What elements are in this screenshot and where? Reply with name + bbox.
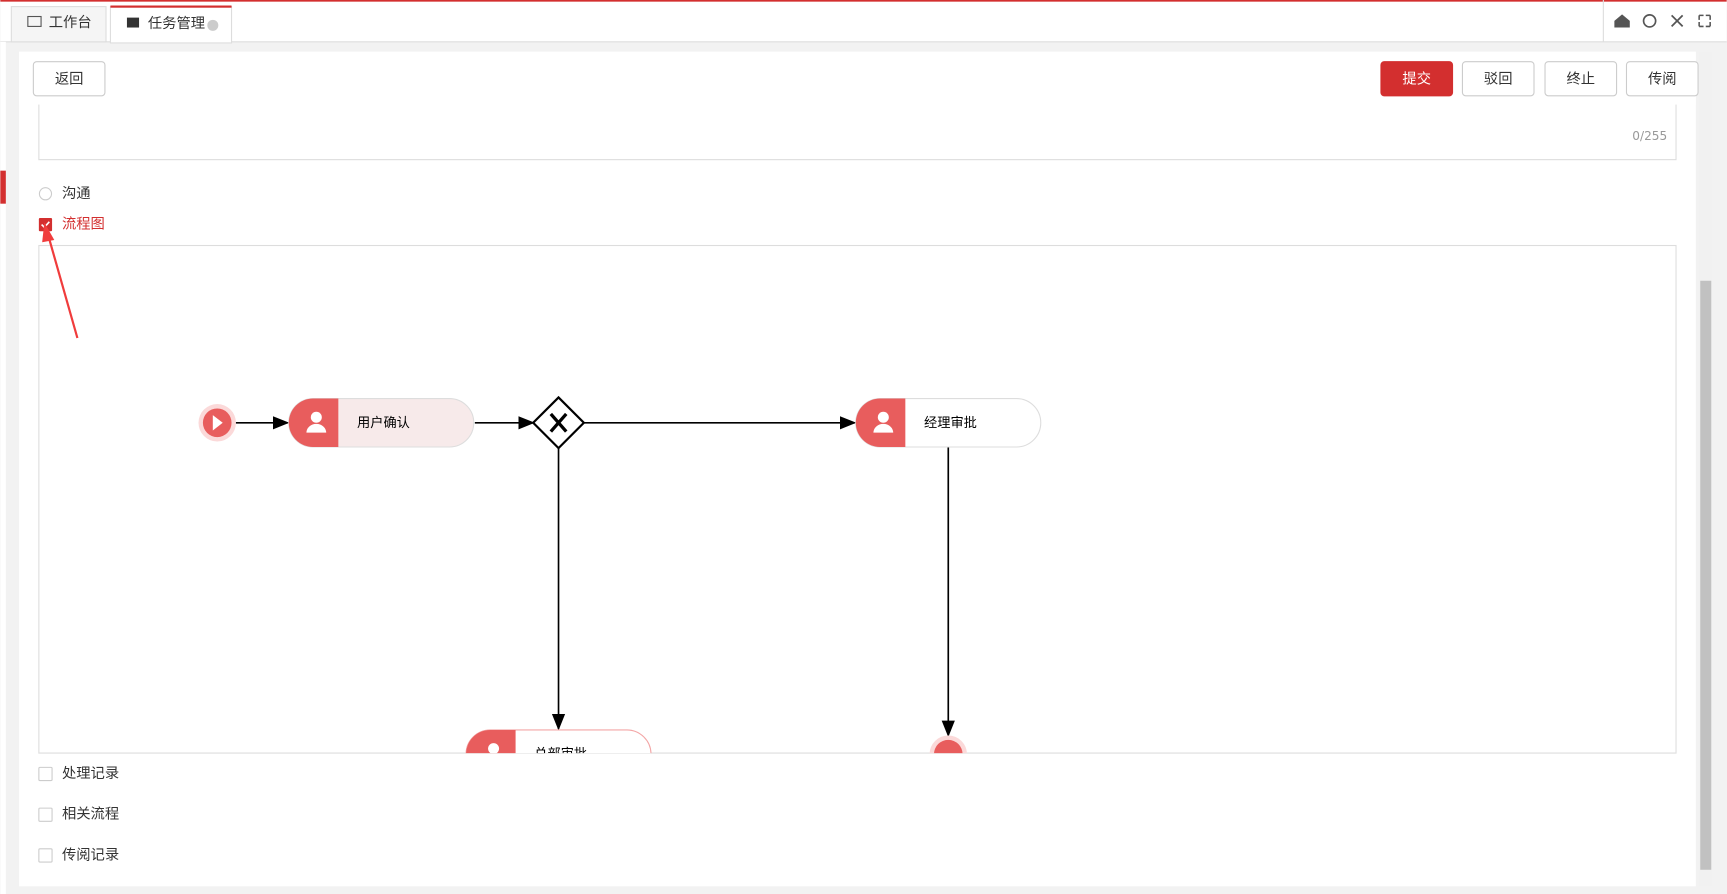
action-button[interactable] — [1544, 61, 1618, 97]
back-button[interactable] — [32, 61, 106, 97]
tab-label: 任务管理 — [148, 15, 205, 32]
fullscreen-icon[interactable] — [1698, 14, 1711, 28]
tab-icon — [27, 15, 42, 27]
section-label: 相关流程 — [62, 806, 119, 823]
action-button[interactable] — [1461, 61, 1535, 97]
tab-bar — [0, 0, 1727, 42]
task-icon-bg — [288, 398, 339, 447]
button-label: 驳回 — [1484, 70, 1513, 87]
tab-label: 工作台 — [49, 14, 92, 31]
button-label: 提交 — [1402, 69, 1431, 87]
tab-close[interactable] — [207, 19, 219, 31]
end-event — [934, 739, 963, 754]
task-label: 用户确认 — [357, 414, 410, 431]
option-label: 沟通 — [62, 185, 91, 202]
close-icon[interactable] — [1671, 14, 1684, 28]
tab[interactable] — [10, 6, 107, 43]
radio[interactable] — [38, 187, 53, 201]
section-label: 处理记录 — [62, 765, 119, 782]
user-icon — [310, 411, 322, 423]
flow-panel — [38, 244, 1677, 754]
action-button[interactable] — [1380, 61, 1454, 97]
button-label: 返回 — [55, 70, 84, 87]
scrollbar-thumb[interactable] — [1700, 280, 1712, 870]
option-label: 流程图 — [62, 216, 105, 233]
sidebar-edge — [0, 41, 6, 894]
task-label: 经理审批 — [924, 415, 977, 431]
checkbox[interactable] — [38, 848, 53, 863]
task-icon-bg — [855, 398, 906, 447]
checkbox[interactable] — [38, 807, 53, 822]
annotation-arrowhead — [42, 222, 55, 243]
button-label: 传阅 — [1648, 70, 1677, 87]
user-icon — [488, 743, 500, 754]
section-label: 传阅记录 — [62, 846, 119, 863]
flow-diagram: 用户确认 经理审批总部审批 — [198, 395, 1042, 762]
annotation-arrow — [46, 233, 79, 339]
user-icon — [306, 423, 327, 433]
refresh-icon[interactable] — [1642, 14, 1657, 28]
char-counter: 0/255 — [1632, 129, 1667, 143]
action-button[interactable] — [1625, 61, 1699, 97]
task-label: 总部审批 — [534, 746, 587, 762]
task-icon-bg — [466, 729, 516, 754]
tab-icon — [126, 17, 140, 28]
sidebar-marker — [0, 170, 6, 204]
tab-active-mark — [110, 5, 232, 8]
top-line — [0, 0, 1727, 2]
user-icon — [877, 411, 889, 423]
checkbox[interactable] — [38, 766, 53, 782]
button-label: 终止 — [1566, 70, 1595, 87]
play-icon — [212, 415, 223, 431]
user-icon — [873, 423, 894, 433]
gateway-x — [549, 412, 568, 433]
